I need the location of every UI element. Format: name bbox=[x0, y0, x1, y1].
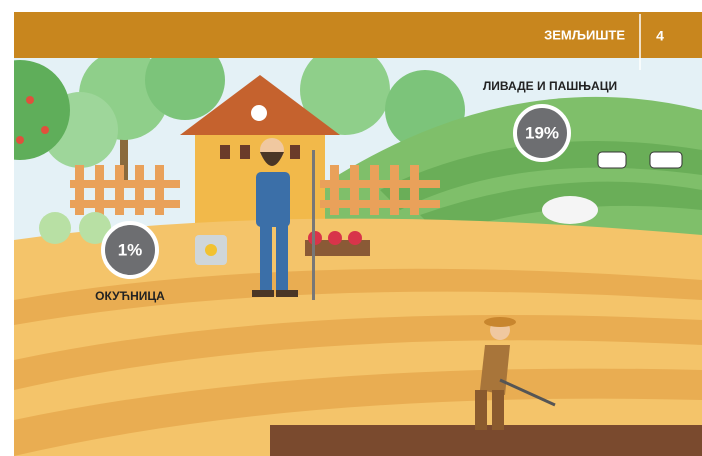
page: {"header": {"title": "ЗЕМЉИШТЕ", "page":… bbox=[0, 0, 702, 456]
cabbage bbox=[39, 212, 71, 244]
stat-value: 1% bbox=[118, 240, 143, 259]
infographic: ЗЕМЉИШТЕ 4 ЛИВАДЕ И ПАШЊАЦИ 19% 1% ОКУЋН… bbox=[0, 0, 702, 456]
header-title: ЗЕМЉИШТЕ bbox=[544, 27, 625, 42]
stat-value: 19% bbox=[525, 123, 559, 142]
page-number: 4 bbox=[656, 28, 664, 44]
stat-label: ЛИВАДЕ И ПАШЊАЦИ bbox=[483, 79, 617, 93]
sheep bbox=[542, 196, 598, 224]
stat-label: ОКУЋНИЦА bbox=[95, 289, 165, 303]
